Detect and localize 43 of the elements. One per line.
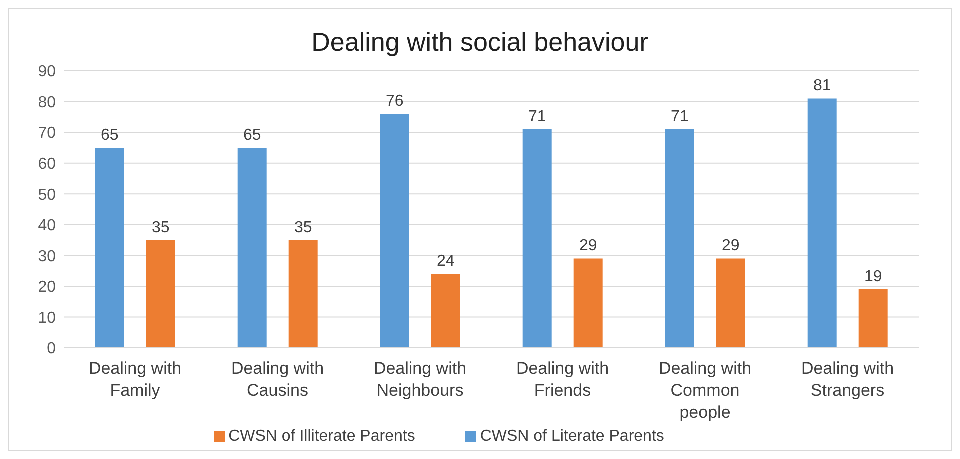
- y-tick-label: 90: [38, 64, 56, 81]
- x-tick-label: Dealing with Causins: [231, 359, 324, 400]
- y-tick-label: 50: [38, 186, 56, 204]
- bar: [522, 129, 552, 348]
- data-label: 35: [294, 219, 312, 236]
- y-tick-label: 20: [38, 279, 56, 296]
- y-tick-label: 30: [38, 248, 56, 266]
- data-label: 24: [436, 253, 455, 270]
- data-label: 35: [152, 219, 170, 236]
- bar: [380, 114, 410, 348]
- bar: [146, 240, 176, 348]
- bar: [665, 129, 694, 348]
- x-tick-label: Dealing with Friends: [516, 359, 610, 400]
- legend-label: CWSN of Literate Parents: [480, 428, 664, 445]
- x-tick-label: Dealing with Neighbours: [374, 359, 467, 400]
- data-label: 29: [579, 238, 598, 255]
- bar: [431, 274, 460, 348]
- bar: [858, 290, 888, 348]
- data-label: 81: [813, 78, 832, 95]
- x-tick-label: Dealing with Common people: [658, 359, 752, 422]
- bar: [574, 258, 603, 348]
- data-label: 29: [722, 238, 740, 255]
- y-tick-label: 10: [38, 310, 56, 327]
- data-label: 65: [243, 126, 262, 144]
- y-tick-label: 40: [38, 218, 56, 235]
- chart-title: Dealing with social behaviour: [310, 27, 650, 59]
- y-tick-label: 80: [38, 94, 56, 112]
- legend-label: CWSN of Illiterate Parents: [228, 428, 416, 445]
- data-label: 19: [864, 268, 882, 286]
- data-label: 71: [670, 108, 689, 126]
- y-tick-label: 60: [38, 156, 56, 174]
- y-tick-label: 70: [38, 125, 56, 142]
- bar: [808, 98, 837, 348]
- bar: [288, 240, 318, 348]
- data-label: 65: [100, 126, 119, 144]
- data-label: 71: [528, 108, 546, 126]
- bar: [238, 148, 267, 348]
- bar: [716, 258, 746, 348]
- x-tick-label: Dealing with Family: [88, 359, 182, 400]
- y-tick-label: 0: [47, 340, 56, 358]
- data-label: 76: [386, 93, 404, 110]
- x-tick-label: Dealing with Strangers: [801, 359, 894, 400]
- bar: [95, 148, 124, 348]
